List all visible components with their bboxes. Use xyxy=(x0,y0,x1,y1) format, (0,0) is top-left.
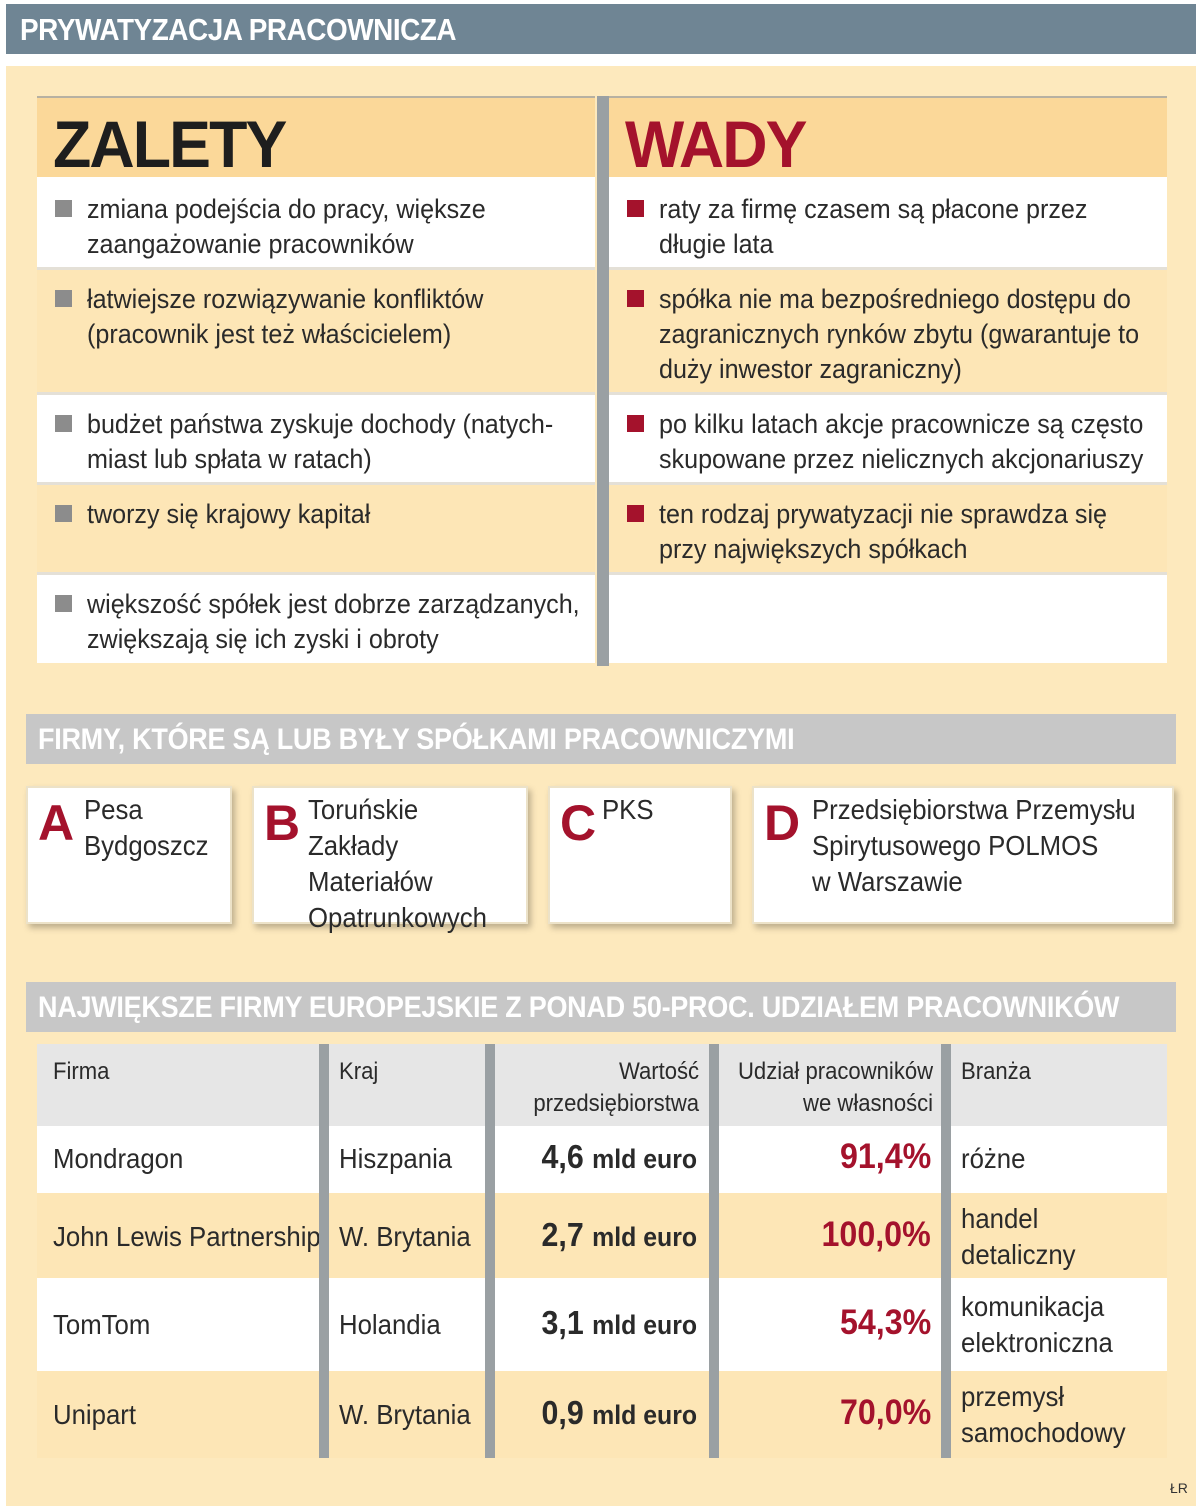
wady-item-text: spółka nie ma bezpośredniego dostępu do … xyxy=(659,284,1140,384)
companies-section-title: NAJWIĘKSZE FIRMY EUROPEJSKIE Z PONAD 50-… xyxy=(38,991,1120,1024)
cell-branza: handel detaliczny xyxy=(961,1203,1076,1270)
grey-square-bullet-icon xyxy=(55,415,72,432)
companies-table: Firma Kraj Wartość przedsiębiorstwa Udzia… xyxy=(37,1044,1167,1458)
cell-kraj: Holandia xyxy=(339,1309,441,1340)
author-credit: ŁR xyxy=(1170,1480,1188,1496)
wady-item: po kilku latach akcje pracownicze są czę… xyxy=(609,395,1167,485)
firm-letter: C xyxy=(560,795,597,851)
firm-card-b: B Toruńskie Zakłady Materiałów Opatrunkowy… xyxy=(252,786,528,933)
wady-item-text: ten rodzaj prywatyzacji nie sprawdza się… xyxy=(659,499,1107,564)
firm-name: PKS xyxy=(602,794,654,825)
cell-firma: TomTom xyxy=(53,1309,151,1340)
cell-firma: Mondragon xyxy=(53,1143,184,1174)
grey-square-bullet-icon xyxy=(55,595,72,612)
grey-square-bullet-icon xyxy=(55,200,72,217)
cell-firma: Unipart xyxy=(53,1399,137,1430)
cell-kraj: W. Brytania xyxy=(339,1399,471,1430)
cell-branza: różne xyxy=(961,1143,1026,1174)
column-divider xyxy=(319,1044,329,1458)
column-header-branza: Branża xyxy=(951,1044,1167,1126)
cell-firma: John Lewis Partnership xyxy=(53,1221,321,1252)
cell-wartosc: 4,6 mld euro xyxy=(541,1138,697,1175)
wady-item: spółka nie ma bezpośredniego dostępu do … xyxy=(609,270,1167,395)
red-square-bullet-icon xyxy=(627,290,644,307)
page-title: PRYWATYZACJA PRACOWNICZA xyxy=(20,12,457,47)
column-divider xyxy=(485,1044,495,1458)
red-square-bullet-icon xyxy=(627,200,644,217)
firm-card-c: C PKS xyxy=(548,786,732,924)
firm-letter: D xyxy=(764,795,801,851)
firm-letter: A xyxy=(38,795,75,851)
zalety-item-text: zmiana podejścia do pracy, większe zaang… xyxy=(87,194,486,259)
cell-udzial: 91,4% xyxy=(839,1137,931,1176)
cell-udzial: 54,3% xyxy=(839,1303,931,1342)
wady-empty-cell xyxy=(609,575,1167,663)
zalety-item-text: tworzy się krajowy kapitał xyxy=(87,499,371,529)
zalety-item: łatwiejsze rozwiązywanie konfliktów (pra… xyxy=(37,270,595,395)
wady-item-text: po kilku latach akcje pracownicze są czę… xyxy=(659,409,1144,474)
wady-header: WADY xyxy=(609,96,1167,181)
cell-wartosc: 0,9 mld euro xyxy=(541,1394,697,1431)
column-header-wartosc: Wartość przedsiębiorstwa xyxy=(495,1044,709,1126)
cell-branza: przemysł samochodowy xyxy=(961,1381,1126,1448)
cell-udzial: 100,0% xyxy=(821,1215,931,1254)
firm-name: Przedsiębiorstwa Przemysłu Spirytusowego … xyxy=(812,794,1136,897)
grey-square-bullet-icon xyxy=(55,505,72,522)
zalety-column: ZALETY zmiana podejścia do pracy, większ… xyxy=(37,96,595,663)
zalety-header: ZALETY xyxy=(37,96,595,181)
zalety-item: zmiana podejścia do pracy, większe zaang… xyxy=(37,180,595,270)
title-bar: PRYWATYZACJA PRACOWNICZA xyxy=(6,4,1196,54)
firm-letter: B xyxy=(264,795,301,851)
table-row: Unipart W. Brytania 0,9 mld euro 70,0% p… xyxy=(37,1368,1167,1458)
column-divider xyxy=(597,96,609,666)
table-row: John Lewis Partnership W. Brytania 2,7 m… xyxy=(37,1190,1167,1278)
zalety-item-text: większość spółek jest dobrze zarządzanyc… xyxy=(87,589,580,654)
firm-name: Pesa Bydgoszcz xyxy=(84,794,209,861)
column-divider xyxy=(941,1044,951,1458)
firm-card-a: A Pesa Bydgoszcz xyxy=(26,786,232,924)
pros-cons-table: ZALETY zmiana podejścia do pracy, większ… xyxy=(37,96,1167,666)
cell-wartosc: 3,1 mld euro xyxy=(541,1304,697,1341)
red-square-bullet-icon xyxy=(627,415,644,432)
firm-card-d: D Przedsiębiorstwa Przemysłu Spirytusoweg… xyxy=(752,786,1174,924)
zalety-title: ZALETY xyxy=(53,107,287,181)
firms-section-title: FIRMY, KTÓRE SĄ LUB BYŁY SPÓŁKAMI PRACOW… xyxy=(38,723,795,756)
zalety-item: budżet państwa zyskuje dochody (natych-m… xyxy=(37,395,595,485)
column-header-kraj: Kraj xyxy=(329,1044,485,1126)
column-header-udzial: Udział pracowników we własności xyxy=(719,1044,941,1126)
column-header-firma: Firma xyxy=(37,1044,319,1126)
zalety-item-text: budżet państwa zyskuje dochody (natych-m… xyxy=(87,409,554,474)
wady-title: WADY xyxy=(625,107,807,181)
firms-section-header: FIRMY, KTÓRE SĄ LUB BYŁY SPÓŁKAMI PRACOW… xyxy=(26,714,1176,764)
table-row: TomTom Holandia 3,1 mld euro 54,3% komun… xyxy=(37,1278,1167,1368)
cell-branza: komunikacja elektroniczna xyxy=(961,1291,1113,1358)
column-divider xyxy=(709,1044,719,1458)
zalety-item: tworzy się krajowy kapitał xyxy=(37,485,595,575)
wady-item-text: raty za firmę czasem są płacone przez dł… xyxy=(659,194,1088,259)
cell-kraj: Hiszpania xyxy=(339,1143,453,1174)
cell-kraj: W. Brytania xyxy=(339,1221,471,1252)
cell-wartosc: 2,7 mld euro xyxy=(541,1216,697,1253)
zalety-item: większość spółek jest dobrze zarządzanyc… xyxy=(37,575,595,663)
cell-udzial: 70,0% xyxy=(839,1393,931,1432)
wady-column: WADY raty za firmę czasem są płacone prz… xyxy=(609,96,1167,663)
table-row: Mondragon Hiszpania 4,6 mld euro 91,4% r… xyxy=(37,1126,1167,1190)
grey-square-bullet-icon xyxy=(55,290,72,307)
wady-item: raty za firmę czasem są płacone przez dł… xyxy=(609,180,1167,270)
zalety-item-text: łatwiejsze rozwiązywanie konfliktów (pra… xyxy=(87,284,484,349)
wady-item: ten rodzaj prywatyzacji nie sprawdza się… xyxy=(609,485,1167,575)
companies-section-header: NAJWIĘKSZE FIRMY EUROPEJSKIE Z PONAD 50-… xyxy=(26,982,1176,1032)
firm-name: Toruńskie Zakłady Materiałów Opatrunkowych xyxy=(308,794,487,933)
red-square-bullet-icon xyxy=(627,505,644,522)
